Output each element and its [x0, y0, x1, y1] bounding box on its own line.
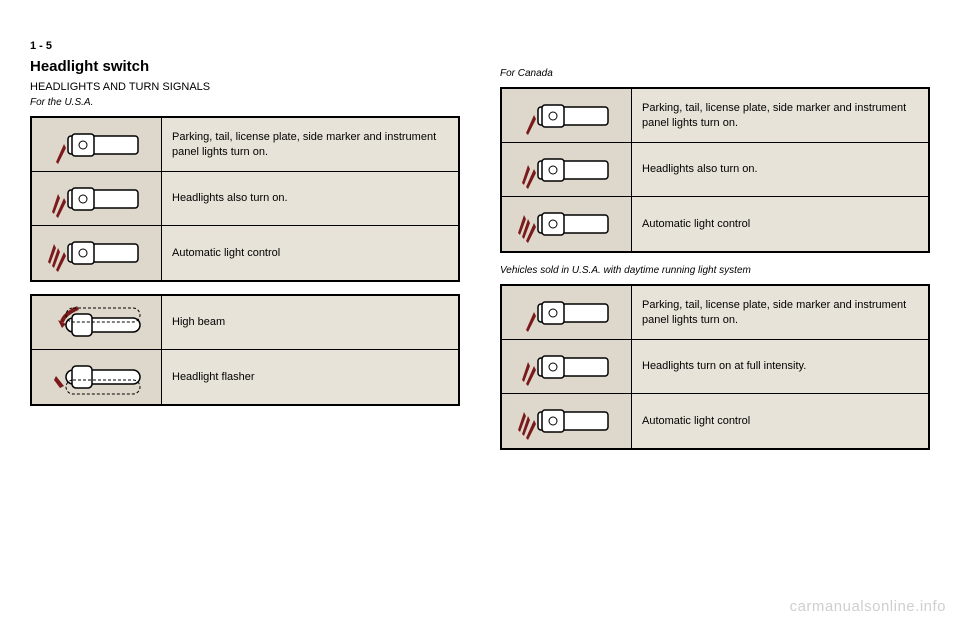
section-title: Headlight switch [30, 58, 460, 75]
lever-icon-pos2 [502, 143, 632, 196]
row-text: Automatic light control [632, 197, 928, 251]
spacer [500, 40, 930, 54]
table-row: Parking, tail, license plate, side marke… [502, 286, 928, 340]
lever-icon-flasher [32, 350, 162, 404]
lever-icon-auto [502, 197, 632, 251]
table-row: Automatic light control [502, 394, 928, 448]
card-beam: High beam Headlight flasher [30, 294, 460, 406]
lever-icon-pos2 [32, 172, 162, 225]
row-text: Automatic light control [162, 226, 458, 280]
table-row: Automatic light control [502, 197, 928, 251]
row-text: Parking, tail, license plate, side marke… [632, 286, 928, 339]
spacer [500, 54, 930, 68]
row-text: Headlights also turn on. [162, 172, 458, 225]
table-row: High beam [32, 296, 458, 350]
row-text: Parking, tail, license plate, side marke… [162, 118, 458, 171]
row-text: High beam [162, 296, 458, 349]
table-row: Automatic light control [32, 226, 458, 280]
row-text: Headlight flasher [162, 350, 458, 404]
lever-icon-highbeam [32, 296, 162, 349]
table-row: Parking, tail, license plate, side marke… [502, 89, 928, 143]
left-column: 1 - 5 Headlight switch HEADLIGHTS AND TU… [30, 40, 460, 462]
row-text: Headlights also turn on. [632, 143, 928, 196]
region-label-drl: Vehicles sold in U.S.A. with daytime run… [500, 265, 930, 276]
page: 1 - 5 Headlight switch HEADLIGHTS AND TU… [0, 0, 960, 482]
table-row: Headlights turn on at full intensity. [502, 340, 928, 394]
lever-icon-pos2 [502, 340, 632, 393]
table-row: Headlights also turn on. [32, 172, 458, 226]
lever-icon-auto [32, 226, 162, 280]
row-text: Parking, tail, license plate, side marke… [632, 89, 928, 142]
card-canada-positions: Parking, tail, license plate, side marke… [500, 87, 930, 253]
watermark: carmanualsonline.info [790, 598, 946, 615]
lever-icon-auto [502, 394, 632, 448]
row-text: Headlights turn on at full intensity. [632, 340, 928, 393]
region-label-usa: For the U.S.A. [30, 97, 460, 108]
table-row: Headlight flasher [32, 350, 458, 404]
lever-icon-pos1 [32, 118, 162, 171]
section-number: 1 - 5 [30, 40, 460, 52]
right-column: For Canada Parking, tail, license plate,… [500, 40, 930, 462]
section-subtitle: HEADLIGHTS AND TURN SIGNALS [30, 81, 460, 93]
region-label-canada: For Canada [500, 68, 930, 79]
card-usa-positions: Parking, tail, license plate, side marke… [30, 116, 460, 282]
table-row: Parking, tail, license plate, side marke… [32, 118, 458, 172]
lever-icon-pos1 [502, 89, 632, 142]
row-text: Automatic light control [632, 394, 928, 448]
card-drl-positions: Parking, tail, license plate, side marke… [500, 284, 930, 450]
lever-icon-pos1 [502, 286, 632, 339]
table-row: Headlights also turn on. [502, 143, 928, 197]
